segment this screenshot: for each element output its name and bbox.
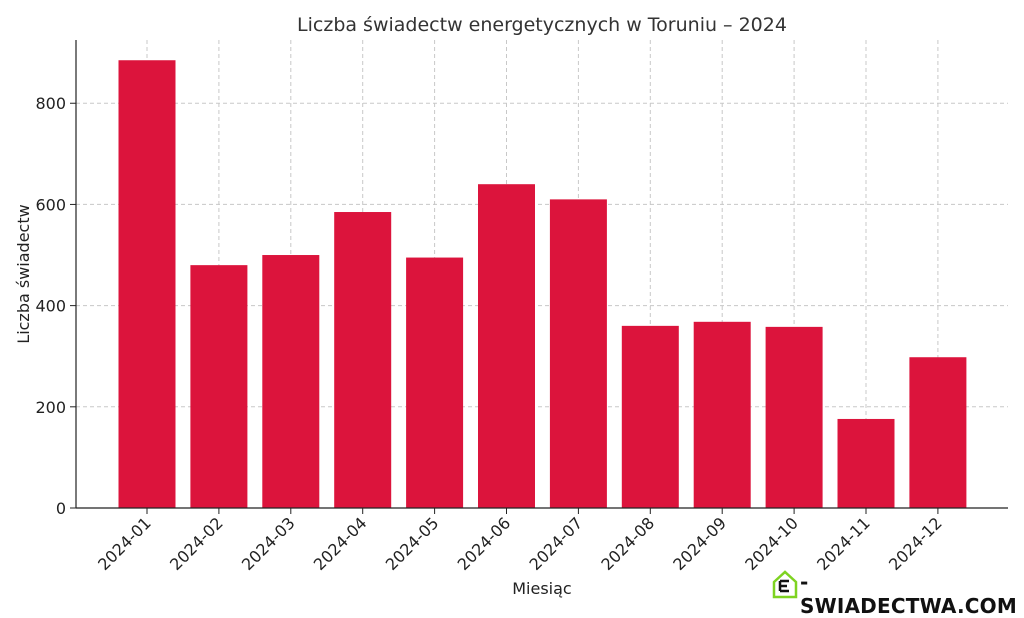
y-axis-label: Liczba świadectw: [14, 204, 33, 343]
y-tick-label: 400: [35, 297, 66, 316]
bar-2024-07: [549, 199, 607, 508]
bar-2024-04: [334, 212, 392, 509]
bar-2024-06: [478, 184, 535, 509]
house-e-icon: [772, 570, 798, 599]
y-tick-label: 800: [35, 94, 66, 113]
x-tick-label: 2024-01: [94, 513, 155, 574]
bar-2024-08: [621, 325, 679, 508]
x-tick-label: 2024-12: [885, 513, 946, 574]
x-tick-label: 2024-09: [669, 513, 730, 574]
y-tick-label: 200: [35, 398, 66, 417]
x-tick-label: 2024-04: [310, 513, 371, 574]
axes-layer: [75, 40, 1008, 509]
bar-2024-05: [406, 257, 464, 508]
bar-2024-03: [262, 255, 320, 508]
bars-layer: [118, 60, 967, 509]
logo-text: -SWIADECTWA.COM: [800, 570, 1017, 618]
x-tick-label: 2024-06: [454, 513, 515, 574]
bar-2024-01: [118, 60, 176, 508]
bar-2024-02: [190, 265, 248, 508]
x-tick-label: 2024-03: [238, 513, 299, 574]
bar-2024-12: [909, 357, 967, 508]
y-tick-label: 0: [56, 499, 66, 518]
site-logo: -SWIADECTWA.COM: [770, 568, 1017, 618]
x-tick-label: 2024-10: [741, 513, 802, 574]
y-tick-label: 600: [35, 195, 66, 214]
bar-2024-09: [693, 321, 751, 508]
x-tick-label: 2024-07: [526, 513, 587, 574]
x-tick-label: 2024-08: [597, 513, 658, 574]
x-tick-label: 2024-02: [166, 513, 227, 574]
x-tick-label: 2024-11: [813, 513, 874, 574]
x-axis-label: Miesiąc: [512, 579, 571, 598]
x-tick-label: 2024-05: [382, 513, 443, 574]
chart-title: Liczba świadectw energetycznych w Toruni…: [297, 14, 787, 36]
bar-2024-11: [837, 418, 895, 508]
bar-2024-10: [765, 326, 823, 508]
